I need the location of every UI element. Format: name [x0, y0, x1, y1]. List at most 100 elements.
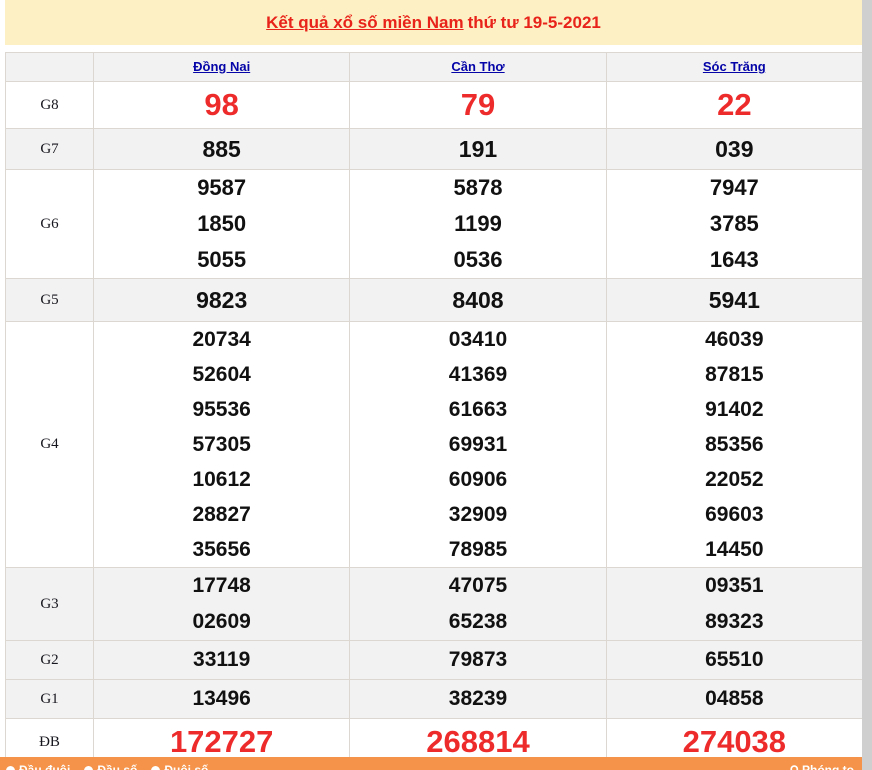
prize-number: 32909 [448, 503, 508, 526]
prize-number-cell: 039 [605, 128, 863, 170]
page-title-bar: Kết quả xổ số miền Nam thứ tư 19-5-2021 [5, 0, 862, 45]
prize-number: 22052 [705, 468, 764, 491]
prize-label-cell: G4 [5, 321, 94, 568]
prize-number-cell: 20734 52604 95536 57305 10612 28827 35656 [92, 321, 351, 568]
prize-number: 1643 [709, 247, 759, 272]
prize-number: 46039 [705, 328, 764, 351]
prize-number: 1850 [197, 211, 247, 236]
radio-circle-icon [6, 765, 15, 770]
table-row: G2 33119 79873 65510 [5, 640, 863, 680]
prize-label-cell: G2 [5, 640, 94, 680]
prize-number-cell: 79873 [349, 640, 607, 680]
prize-number: 91402 [705, 398, 764, 421]
prize-number: 41369 [448, 363, 508, 386]
prize-number: 22 [717, 87, 752, 122]
page-title-date: thứ tư 19-5-2021 [467, 12, 601, 32]
prize-number: 38239 [448, 687, 508, 710]
prize-number: 85356 [705, 433, 764, 456]
prize-number: 61663 [448, 398, 508, 421]
prize-number: 20734 [192, 328, 251, 351]
prize-number-cell: 03410 41369 61663 69931 60906 32909 78985 [349, 321, 607, 568]
results-table: Đồng Nai Cần Thơ Sóc Trăng G8 98 79 22 G7 885 191… [5, 52, 863, 766]
prize-number-cell: 7947 3785 1643 [605, 169, 863, 279]
footer-bar: Đầu đuôi Đầu số Đuôi số ⚲ Phóng to [0, 757, 872, 770]
province-header-cell: Sóc Trăng [605, 52, 863, 82]
prize-number: 7947 [709, 175, 759, 200]
radio-option-label: Đầu số [97, 763, 138, 770]
prize-number-cell: 13496 [92, 679, 351, 719]
zoom-button[interactable]: ⚲ Phóng to [789, 763, 866, 770]
prize-label-cell: G3 [5, 567, 94, 641]
prize-number-cell: 191 [349, 128, 607, 170]
prize-number-cell: 22 [605, 81, 863, 129]
prize-number: 89323 [705, 610, 764, 633]
prize-number-cell: 98 [92, 81, 351, 129]
prize-number: 02609 [192, 610, 251, 633]
radio-option-duoi-so[interactable]: Đuôi số [151, 763, 208, 770]
prize-number-cell: 17748 02609 [92, 567, 351, 641]
province-link[interactable]: Cần Thơ [451, 59, 505, 74]
prize-number: 79 [460, 87, 496, 122]
radio-option-dau-so[interactable]: Đầu số [84, 763, 137, 770]
prize-number: 78985 [448, 538, 508, 561]
prize-number: 5941 [708, 287, 760, 313]
province-link[interactable]: Sóc Trăng [702, 59, 766, 74]
prize-number: 09351 [705, 574, 764, 597]
prize-number-cell: 09351 89323 [605, 567, 863, 641]
prize-label-cell: G6 [5, 169, 94, 279]
prize-number: 52604 [192, 363, 251, 386]
prize-number-cell: 9587 1850 5055 [92, 169, 351, 279]
prize-number: 69603 [705, 503, 764, 526]
radio-option-label: Đuôi số [164, 763, 209, 770]
prize-label-cell: G1 [5, 679, 94, 719]
prize-number: 1199 [454, 211, 502, 236]
prize-number: 14450 [705, 538, 764, 561]
results-table-container: Đồng Nai Cần Thơ Sóc Trăng G8 98 79 22 G7 885 191… [5, 52, 863, 766]
prize-number-cell: 65510 [605, 640, 863, 680]
radio-circle-icon [151, 765, 161, 770]
prize-number: 5878 [453, 175, 503, 200]
prize-number: 03410 [448, 328, 508, 351]
prize-number: 87815 [705, 363, 764, 386]
prize-label-cell: G8 [5, 81, 94, 129]
prize-number: 5055 [197, 247, 247, 272]
page-title-link[interactable]: Kết quả xổ số miền Nam [266, 12, 464, 32]
prize-number: 8408 [452, 287, 504, 313]
prize-number-cell: 9823 [92, 278, 351, 322]
prize-label-cell: G5 [5, 278, 94, 322]
radio-option-dau-duoi[interactable]: Đầu đuôi [6, 763, 70, 770]
prize-number: 17748 [192, 574, 251, 597]
radio-circle-icon [84, 765, 94, 770]
page-title: Kết quả xổ số miền Nam thứ tư 19-5-2021 [266, 13, 601, 33]
table-header-row: Đồng Nai Cần Thơ Sóc Trăng [5, 52, 863, 82]
prize-number: 9823 [196, 287, 248, 313]
table-row: G4 20734 52604 95536 57305 10612 28827 35656 034… [5, 321, 863, 568]
vertical-scrollbar[interactable] [862, 0, 872, 770]
prize-number: 65510 [705, 648, 764, 671]
prize-number: 98 [204, 87, 239, 122]
prize-number: 274038 [682, 724, 787, 759]
prize-number-cell: 38239 [349, 679, 607, 719]
prize-number: 65238 [448, 610, 508, 633]
province-link[interactable]: Đồng Nai [193, 59, 251, 74]
prize-number-cell: 46039 87815 91402 85356 22052 69603 14450 [605, 321, 863, 568]
radio-option-label: Đầu đuôi [19, 763, 71, 770]
prize-number: 79873 [448, 648, 508, 671]
table-row: G5 9823 8408 5941 [5, 278, 863, 322]
province-header-cell: Cần Thơ [349, 52, 607, 82]
prize-number: 0536 [453, 247, 503, 272]
magnifier-icon: ⚲ [789, 762, 800, 770]
prize-number: 10612 [192, 468, 251, 491]
view-mode-radio-group: Đầu đuôi Đầu số Đuôi số [6, 763, 208, 770]
prize-number: 172727 [169, 724, 274, 759]
table-row: G6 9587 1850 5055 5878 1199 0536 7947 3785 1643 [5, 169, 863, 279]
prize-number-cell: 47075 65238 [349, 567, 607, 641]
prize-number-cell: 5941 [605, 278, 863, 322]
prize-number: 28827 [192, 503, 251, 526]
prize-number: 13496 [192, 687, 251, 710]
prize-number: 039 [715, 136, 754, 162]
prize-number-cell: 5878 1199 0536 [349, 169, 607, 279]
prize-number: 57305 [192, 433, 251, 456]
prize-number-cell: 885 [92, 128, 351, 170]
